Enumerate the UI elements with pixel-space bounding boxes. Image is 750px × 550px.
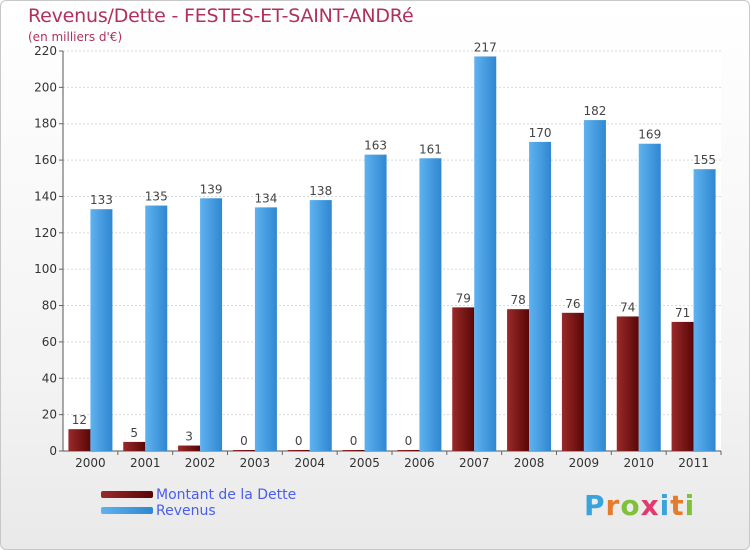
- bar-dette: [561, 312, 584, 451]
- logo-letter: i: [659, 489, 671, 522]
- x-tick-label: 2005: [349, 456, 380, 470]
- data-label-revenus: 182: [583, 104, 606, 118]
- data-label-revenus: 169: [638, 128, 661, 142]
- data-label-dette: 78: [510, 293, 525, 307]
- data-label-revenus: 138: [309, 184, 332, 198]
- data-label-revenus: 133: [90, 193, 113, 207]
- logo-letter: t: [670, 489, 685, 522]
- bar-revenus: [529, 141, 552, 451]
- y-tick-label: 220: [34, 44, 57, 58]
- data-label-revenus: 161: [419, 142, 442, 156]
- y-tick-label: 100: [34, 262, 57, 276]
- x-tick-label: 2011: [678, 456, 709, 470]
- logo-letter: x: [640, 489, 660, 522]
- plot-area: [63, 51, 721, 451]
- data-label-dette: 76: [565, 297, 580, 311]
- bar-dette: [232, 450, 255, 451]
- x-tick-label: 2010: [623, 456, 654, 470]
- bar-revenus: [583, 120, 606, 451]
- data-label-dette: 74: [620, 300, 635, 314]
- data-label-dette: 0: [295, 434, 303, 448]
- bar-dette: [342, 450, 365, 451]
- x-tick-label: 2007: [459, 456, 490, 470]
- data-label-dette: 12: [72, 413, 87, 427]
- bar-dette: [68, 429, 91, 451]
- legend-swatch-revenus: [101, 507, 153, 514]
- logo-letter: P: [584, 489, 606, 522]
- bar-revenus: [693, 169, 716, 451]
- legend-swatch-dette: [101, 491, 153, 498]
- data-label-revenus: 139: [200, 182, 223, 196]
- legend-label-dette: Montant de la Dette: [156, 487, 297, 503]
- data-label-revenus: 134: [254, 191, 277, 205]
- data-label-dette: 0: [240, 434, 248, 448]
- x-tick-label: 2008: [514, 456, 545, 470]
- y-tick-label: 180: [34, 117, 57, 131]
- bar-revenus: [309, 200, 332, 451]
- x-tick-label: 2001: [130, 456, 161, 470]
- bar-revenus: [200, 198, 223, 451]
- bar-dette: [616, 316, 639, 451]
- bar-dette: [452, 307, 475, 451]
- data-label-revenus: 170: [529, 126, 552, 140]
- data-label-dette: 79: [456, 291, 471, 305]
- bar-dette: [123, 441, 146, 451]
- y-tick-label: 120: [34, 226, 57, 240]
- bar-dette: [397, 450, 420, 451]
- x-tick-label: 2003: [240, 456, 271, 470]
- chart-title: Revenus/Dette - FESTES-ET-SAINT-ANDRé: [28, 5, 414, 27]
- y-tick-label: 200: [34, 80, 57, 94]
- legend-label-revenus: Revenus: [156, 503, 216, 519]
- y-tick-label: 60: [42, 335, 57, 349]
- y-tick-label: 0: [49, 444, 57, 458]
- logo-letter: i: [684, 489, 696, 522]
- x-tick-label: 2000: [75, 456, 106, 470]
- y-tick-label: 140: [34, 189, 57, 203]
- logo-letter: r: [605, 489, 621, 522]
- bar-revenus: [638, 143, 661, 451]
- data-label-dette: 5: [130, 426, 138, 440]
- bar-revenus: [145, 205, 168, 451]
- proxiti-logo: Proxiti: [584, 489, 695, 522]
- bar-dette: [671, 321, 694, 451]
- bar-revenus: [474, 56, 497, 452]
- bar-dette: [178, 445, 201, 451]
- data-label-revenus: 135: [145, 190, 168, 204]
- bar-revenus: [419, 158, 442, 452]
- bar-dette: [507, 309, 530, 451]
- chart-subtitle: (en milliers d'€): [28, 30, 123, 44]
- y-tick-label: 20: [42, 408, 57, 422]
- y-tick-label: 160: [34, 153, 57, 167]
- x-tick-label: 2009: [569, 456, 600, 470]
- y-tick-label: 40: [42, 371, 57, 385]
- bar-revenus: [364, 154, 387, 452]
- data-label-dette: 0: [350, 434, 358, 448]
- data-label-revenus: 217: [474, 40, 497, 54]
- bar-revenus: [90, 209, 113, 451]
- x-tick-label: 2006: [404, 456, 435, 470]
- data-label-dette: 3: [185, 430, 193, 444]
- x-tick-label: 2002: [185, 456, 216, 470]
- data-label-revenus: 163: [364, 139, 387, 153]
- data-label-dette: 0: [405, 434, 413, 448]
- x-tick-label: 2004: [294, 456, 325, 470]
- y-tick-label: 80: [42, 299, 57, 313]
- data-label-dette: 71: [675, 306, 690, 320]
- logo-letter: o: [620, 489, 641, 522]
- data-label-revenus: 155: [693, 153, 716, 167]
- bar-dette: [287, 450, 310, 451]
- bar-revenus: [254, 207, 277, 451]
